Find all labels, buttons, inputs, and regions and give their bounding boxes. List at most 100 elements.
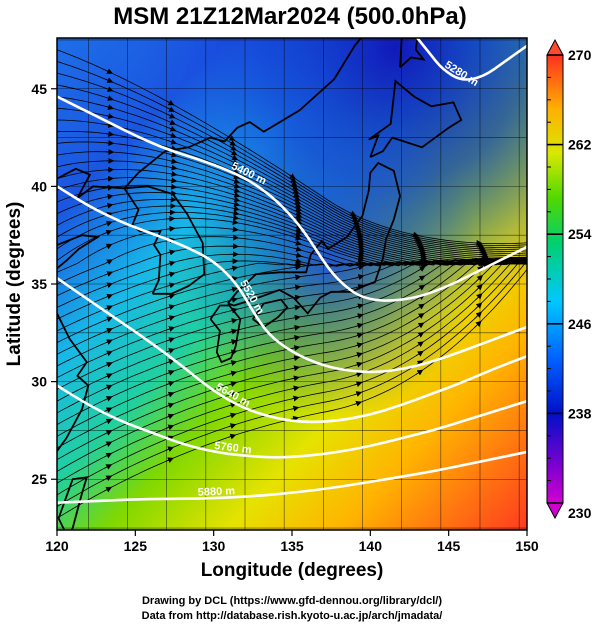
flow-arrow [291,395,300,402]
flow-arrow [167,326,176,332]
flow-arrow [230,265,239,272]
flow-arrow [166,99,175,106]
flow-arrow [474,302,483,310]
flow-arrow [169,151,178,158]
flow-arrow [294,208,303,215]
flow-arrow [294,205,302,211]
flow-arrow [294,228,303,235]
flow-arrow [169,138,178,145]
flow-arrow [104,305,113,311]
flow-arrow [417,266,426,272]
colorbar-ticks: 270 262 254 246 238 230 [547,47,592,521]
flow-arrow [106,122,115,128]
flow-arrow [416,350,424,357]
flow-arrow [104,396,113,402]
y-tick-label: 35 [31,276,47,292]
coastline-mainland [57,234,101,270]
flow-arrow [105,175,115,182]
flow-arrow [294,225,303,231]
flow-arrow [229,370,238,377]
colorbar-label: 262 [568,137,592,153]
flow-arrow [104,407,113,413]
flow-arrow [106,131,115,137]
flow-arrow [230,219,239,226]
flow-arrow [354,361,363,368]
flow-arrow [232,191,241,198]
flow-arrow [105,95,114,101]
flow-arrow [232,187,241,194]
flow-arrow [416,331,425,338]
flow-arrow [292,304,301,311]
flow-arrow [411,231,420,238]
flow-arrow [167,315,176,322]
flow-arrow [355,332,364,339]
contour-line [57,277,527,424]
coastline-hokkaido [368,79,463,158]
flow-arrow [104,243,113,250]
flow-arrow [166,348,175,354]
flow-arrow [230,226,239,233]
flow-arrow [293,202,302,208]
y-tick-label: 45 [31,81,47,97]
flow-arrow [417,275,426,282]
flow-arrow [291,385,300,392]
flow-arrow [167,225,176,232]
flow-arrow [167,304,176,311]
flow-arrow [415,369,424,376]
flow-arrow [167,282,176,289]
flow-arrow [104,475,113,482]
flow-arrow [292,334,301,341]
flow-arrow [104,327,113,334]
flow-arrow [293,284,302,291]
flow-arrow [475,274,484,282]
flow-arrow [166,369,175,376]
flow-arrow [231,168,240,175]
flow-arrow [167,249,176,256]
streamline [57,96,527,252]
flow-arrow [105,282,114,289]
flow-arrow [293,231,303,238]
flow-arrow [104,339,113,345]
flow-arrow [104,350,113,357]
colorbar-label: 254 [568,226,592,242]
flow-arrow [232,178,241,184]
flow-arrow [348,210,357,217]
colorbar-label: 230 [568,505,592,521]
flow-arrow [166,446,174,453]
flow-arrow [291,415,300,422]
flow-arrow [169,183,178,190]
x-tick-label: 140 [359,538,383,554]
flow-arrow [169,164,178,171]
flow-arrow [228,433,237,440]
flow-arrow [104,316,113,323]
flow-arrow [474,320,482,328]
flow-arrow [294,215,303,222]
flow-arrow [168,119,177,125]
flow-arrow [169,177,178,184]
flow-arrow [228,391,237,398]
x-tick-label: 145 [437,538,461,554]
flow-arrow [167,271,176,278]
flow-arrow [231,210,240,216]
flow-arrow [355,303,364,310]
y-tick-label: 30 [31,374,47,390]
flow-arrow [293,262,302,269]
contour-line [57,185,527,374]
flow-arrow [293,240,302,246]
flow-arrow [294,245,303,252]
flow-arrow [228,423,237,429]
colorbar-top-triangle [546,38,564,56]
flow-arrow [291,365,300,372]
flow-arrow [474,311,482,319]
flow-arrow [104,486,113,493]
flow-arrow [169,171,178,177]
x-tick-label: 120 [45,538,69,554]
flow-arrow [288,173,296,180]
flow-arrow [228,381,237,387]
coastline-mainland2 [57,38,362,199]
flow-arrow [104,373,113,379]
flow-arrow [230,154,239,161]
flow-arrow [166,359,175,365]
flow-arrow [166,424,175,431]
flow-arrow [166,402,175,409]
